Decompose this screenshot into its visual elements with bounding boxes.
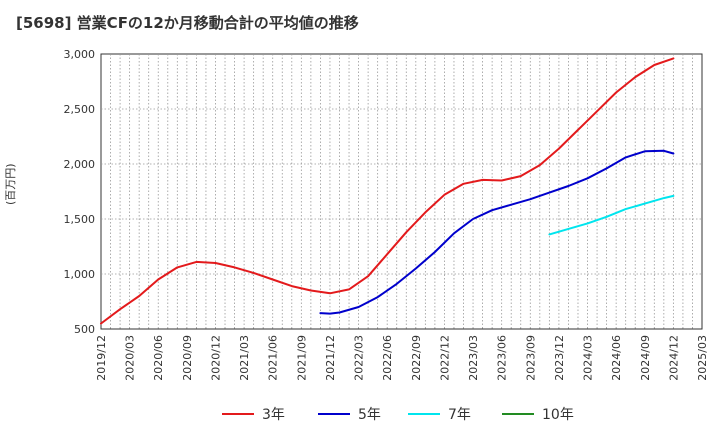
x-tick-label: 2021/09 [295, 335, 308, 381]
y-axis-ticks: 500 1,000 1,500 2,000 2,500 3,000 [64, 48, 96, 336]
legend-label: 3年 [262, 407, 285, 423]
x-tick-label: 2022/12 [438, 335, 451, 381]
x-tick-label: 2020/06 [152, 335, 165, 381]
x-tick-label: 2024/03 [582, 335, 595, 381]
x-tick-label: 2025/03 [696, 335, 709, 381]
x-tick-label: 2021/03 [238, 335, 251, 381]
legend-label: 10年 [542, 407, 574, 423]
x-tick-label: 2022/09 [410, 335, 423, 381]
x-tick-label: 2023/06 [496, 335, 509, 381]
legend-item: 3年 [222, 402, 285, 426]
x-tick-label: 2020/12 [209, 335, 222, 381]
x-tick-label: 2024/12 [667, 335, 680, 381]
legend-item: 7年 [408, 402, 471, 426]
legend-swatch [318, 413, 350, 415]
legend: 3年 5年 7年 10年 [0, 402, 720, 426]
x-tick-label: 2024/09 [639, 335, 652, 381]
plot-area [100, 53, 703, 330]
y-tick-label: 1,500 [64, 213, 96, 226]
x-tick-label: 2022/06 [381, 335, 394, 381]
legend-label: 7年 [448, 407, 471, 423]
x-tick-label: 2022/03 [353, 335, 366, 381]
legend-item: 10年 [502, 402, 574, 426]
y-tick-label: 1,000 [64, 268, 96, 281]
x-tick-label: 2024/06 [610, 335, 623, 381]
chart-title: [5698] 営業CFの12か月移動合計の平均値の推移 [16, 14, 359, 32]
legend-label: 5年 [358, 407, 381, 423]
series-line-3年 [100, 57, 675, 325]
y-tick-label: 500 [74, 323, 95, 336]
y-tick-label: 3,000 [64, 48, 96, 61]
x-tick-label: 2020/03 [124, 335, 137, 381]
legend-swatch [408, 413, 440, 415]
y-tick-label: 2,000 [64, 158, 96, 171]
grid-lines [101, 54, 702, 329]
x-tick-label: 2023/09 [524, 335, 537, 381]
x-tick-label: 2019/12 [95, 335, 108, 381]
y-tick-label: 2,500 [64, 103, 96, 116]
series-lines [100, 57, 675, 325]
series-line-7年 [548, 194, 675, 236]
x-tick-label: 2021/06 [267, 335, 280, 381]
x-tick-label: 2020/09 [181, 335, 194, 381]
x-axis-ticks: 2019/12 2020/03 2020/06 2020/09 2020/12 2021/… [95, 335, 709, 381]
x-tick-label: 2023/12 [553, 335, 566, 381]
legend-swatch [222, 413, 254, 415]
series-line-5年 [319, 149, 675, 315]
legend-item: 5年 [318, 402, 381, 426]
legend-swatch [502, 413, 534, 415]
x-tick-label: 2021/12 [324, 335, 337, 381]
x-tick-label: 2023/03 [467, 335, 480, 381]
